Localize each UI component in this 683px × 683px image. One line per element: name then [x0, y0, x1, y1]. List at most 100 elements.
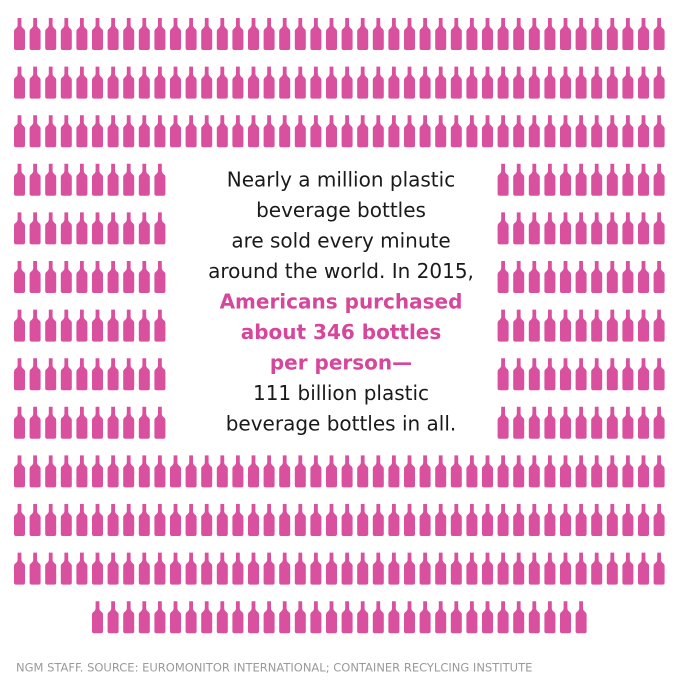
bottle — [606, 504, 618, 536]
bottle — [404, 115, 415, 148]
bottle — [279, 455, 291, 488]
bottle — [154, 212, 166, 245]
bottle — [544, 358, 556, 391]
bottle — [466, 504, 478, 536]
bottle — [45, 261, 57, 293]
bottle — [76, 261, 88, 293]
bottle — [294, 601, 306, 634]
bottle — [76, 66, 88, 99]
bottle — [279, 66, 291, 99]
bottle — [92, 212, 103, 245]
bottle — [138, 358, 150, 391]
bottle — [107, 18, 119, 50]
bottle — [622, 309, 634, 342]
bottle — [14, 261, 25, 293]
bottle — [45, 18, 57, 50]
bottle — [29, 66, 41, 99]
bottle — [170, 18, 182, 50]
bottle — [388, 601, 400, 634]
bottle — [591, 504, 603, 536]
bottle-grid — [14, 18, 665, 634]
bottle — [404, 455, 415, 488]
bottle — [419, 66, 431, 99]
bottle — [513, 18, 525, 50]
bottle — [107, 212, 119, 245]
bottle — [528, 163, 540, 196]
bottle — [591, 358, 603, 391]
bottle — [544, 406, 556, 439]
bottle — [29, 309, 41, 342]
bottle — [419, 455, 431, 488]
bottle — [138, 455, 150, 488]
bottle — [60, 455, 72, 488]
bottle — [544, 504, 556, 536]
bottle — [591, 406, 603, 439]
bottle — [513, 261, 525, 293]
bottle — [513, 309, 525, 342]
bottle — [638, 163, 649, 196]
bottle — [560, 115, 571, 148]
bottle — [341, 455, 353, 488]
bottle — [14, 18, 25, 50]
bottle — [248, 66, 260, 99]
bottle — [606, 406, 618, 439]
bottle — [419, 115, 431, 148]
bottle — [29, 552, 41, 585]
bottle — [92, 18, 103, 50]
bottle — [357, 115, 369, 148]
bottle — [310, 66, 322, 99]
bottle — [388, 66, 400, 99]
bottle — [388, 115, 400, 148]
bottle — [482, 115, 493, 148]
bottle — [232, 601, 244, 634]
bottle — [60, 66, 72, 99]
bottle — [372, 504, 384, 536]
bottle — [575, 163, 587, 196]
bottle — [606, 212, 618, 245]
bottle — [201, 18, 213, 50]
bottle — [76, 163, 88, 196]
bottle — [404, 601, 415, 634]
bottle — [60, 18, 72, 50]
message-line: are sold every minute — [231, 229, 450, 253]
bottle — [154, 406, 166, 439]
bottle — [45, 163, 57, 196]
bottle — [107, 261, 119, 293]
bottle — [591, 261, 603, 293]
bottle — [606, 261, 618, 293]
bottle — [123, 212, 135, 245]
bottle — [310, 552, 322, 585]
bottle — [107, 163, 119, 196]
bottle — [606, 552, 618, 585]
bottle — [466, 601, 478, 634]
bottle — [528, 18, 540, 50]
bottle — [279, 552, 291, 585]
bottle — [92, 552, 103, 585]
bottle — [248, 504, 260, 536]
bottle — [622, 261, 634, 293]
bottle — [92, 601, 103, 634]
bottle — [575, 18, 587, 50]
bottle — [528, 552, 540, 585]
bottle — [123, 115, 135, 148]
bottle — [466, 18, 478, 50]
message-line: Nearly a million plastic — [227, 168, 455, 192]
bottle — [497, 115, 509, 148]
bottle — [357, 455, 369, 488]
bottle — [248, 18, 260, 50]
bottle — [560, 358, 571, 391]
bottle — [513, 212, 525, 245]
bottle — [528, 406, 540, 439]
bottle — [170, 504, 182, 536]
bottle — [232, 455, 244, 488]
bottle — [372, 601, 384, 634]
bottle — [76, 18, 88, 50]
bottle — [591, 18, 603, 50]
bottle — [14, 66, 25, 99]
bottle — [248, 601, 260, 634]
bottle — [201, 552, 213, 585]
bottle — [45, 212, 57, 245]
bottle — [248, 115, 260, 148]
bottle — [279, 115, 291, 148]
bottle — [528, 115, 540, 148]
